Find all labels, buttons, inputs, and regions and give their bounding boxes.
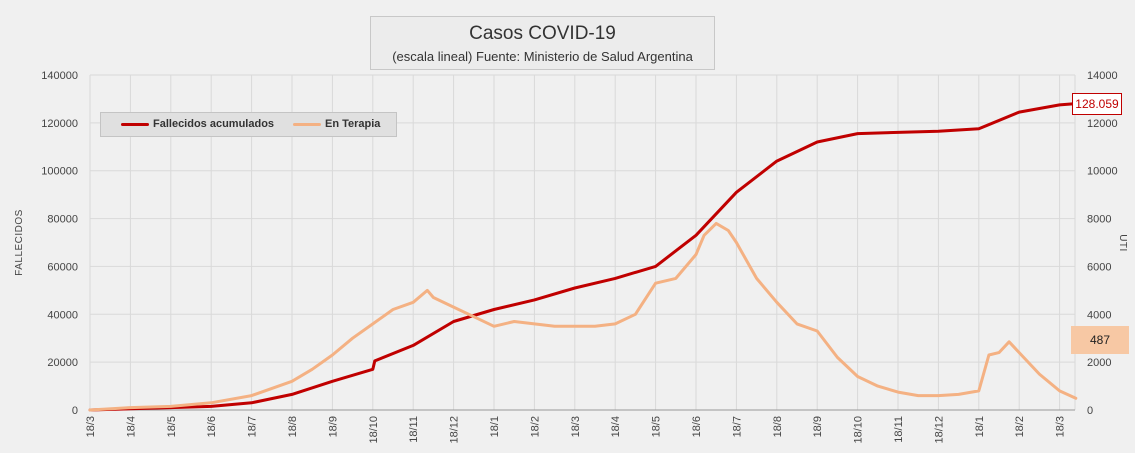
x-tick-label: 18/7: [247, 416, 259, 437]
chart-legend: Fallecidos acumulados En Terapia: [100, 112, 397, 137]
x-tick-label: 18/2: [529, 416, 541, 437]
legend-label-fallecidos: Fallecidos acumulados: [153, 118, 275, 130]
x-tick-label: 18/4: [610, 416, 622, 437]
x-tick-label: 18/4: [125, 416, 137, 437]
chart-title-box: Casos COVID-19 (escala lineal) Fuente: M…: [370, 16, 715, 70]
callout-fallecidos-last: 128.059: [1072, 93, 1122, 115]
x-tick-label: 18/6: [206, 416, 218, 437]
x-tick-label: 18/10: [368, 416, 380, 444]
series-line-fallecidos: [88, 102, 1078, 412]
x-tick-label: 18/1: [489, 416, 501, 437]
y-tick-label: 140000: [41, 70, 78, 82]
y2-tick-label: 2000: [1087, 357, 1111, 369]
legend-label-terapia: En Terapia: [325, 118, 381, 130]
y2-tick-label: 10000: [1087, 166, 1118, 178]
y2-tick-label: 0: [1087, 405, 1093, 417]
y2-tick-label: 4000: [1087, 309, 1111, 321]
legend-item-fallecidos: Fallecidos acumulados: [121, 118, 274, 130]
chart-title: Casos COVID-19: [469, 23, 616, 44]
x-tick-label: 18/12: [933, 416, 945, 444]
y2-tick-label: 12000: [1087, 118, 1118, 130]
x-tick-label: 18/5: [166, 416, 178, 437]
y-tick-label: 0: [72, 405, 78, 417]
y-axis-title: FALLECIDOS: [14, 209, 25, 276]
x-tick-label: 18/11: [893, 416, 905, 443]
x-tick-label: 18/3: [570, 416, 582, 437]
series-line-terapia: [88, 221, 1078, 412]
x-tick-label: 18/2: [1014, 416, 1026, 437]
legend-item-terapia: En Terapia: [293, 118, 380, 130]
x-tick-label: 18/5: [651, 416, 663, 437]
x-tick-label: 18/6: [691, 416, 703, 437]
legend-swatch-fallecidos: [121, 122, 149, 126]
x-tick-label: 18/3: [85, 416, 97, 437]
y-tick-label: 120000: [41, 118, 78, 130]
x-tick-label: 18/9: [812, 416, 824, 437]
y2-axis-title: UTI: [1117, 234, 1128, 252]
y2-tick-label: 8000: [1087, 214, 1111, 226]
x-tick-label: 18/10: [853, 416, 865, 444]
x-tick-label: 18/8: [772, 416, 784, 437]
chart-subtitle: (escala lineal) Fuente: Ministerio de Sa…: [392, 49, 693, 64]
x-tick-label: 18/9: [327, 416, 339, 437]
x-tick-label: 18/1: [974, 416, 986, 437]
y-tick-label: 40000: [47, 309, 78, 321]
x-tick-label: 18/3: [1055, 416, 1067, 437]
y2-tick-label: 6000: [1087, 261, 1111, 273]
x-tick-label: 18/7: [731, 416, 743, 437]
y-tick-label: 80000: [47, 214, 78, 226]
x-tick-label: 18/8: [287, 416, 299, 437]
y-tick-label: 100000: [41, 166, 78, 178]
y-tick-label: 20000: [47, 357, 78, 369]
y-tick-label: 60000: [47, 261, 78, 273]
x-tick-label: 18/11: [408, 416, 420, 443]
callout-terapia-last: 487: [1071, 326, 1129, 354]
x-tick-label: 18/12: [449, 416, 461, 444]
y2-tick-label: 14000: [1087, 70, 1118, 82]
legend-swatch-terapia: [293, 122, 321, 126]
